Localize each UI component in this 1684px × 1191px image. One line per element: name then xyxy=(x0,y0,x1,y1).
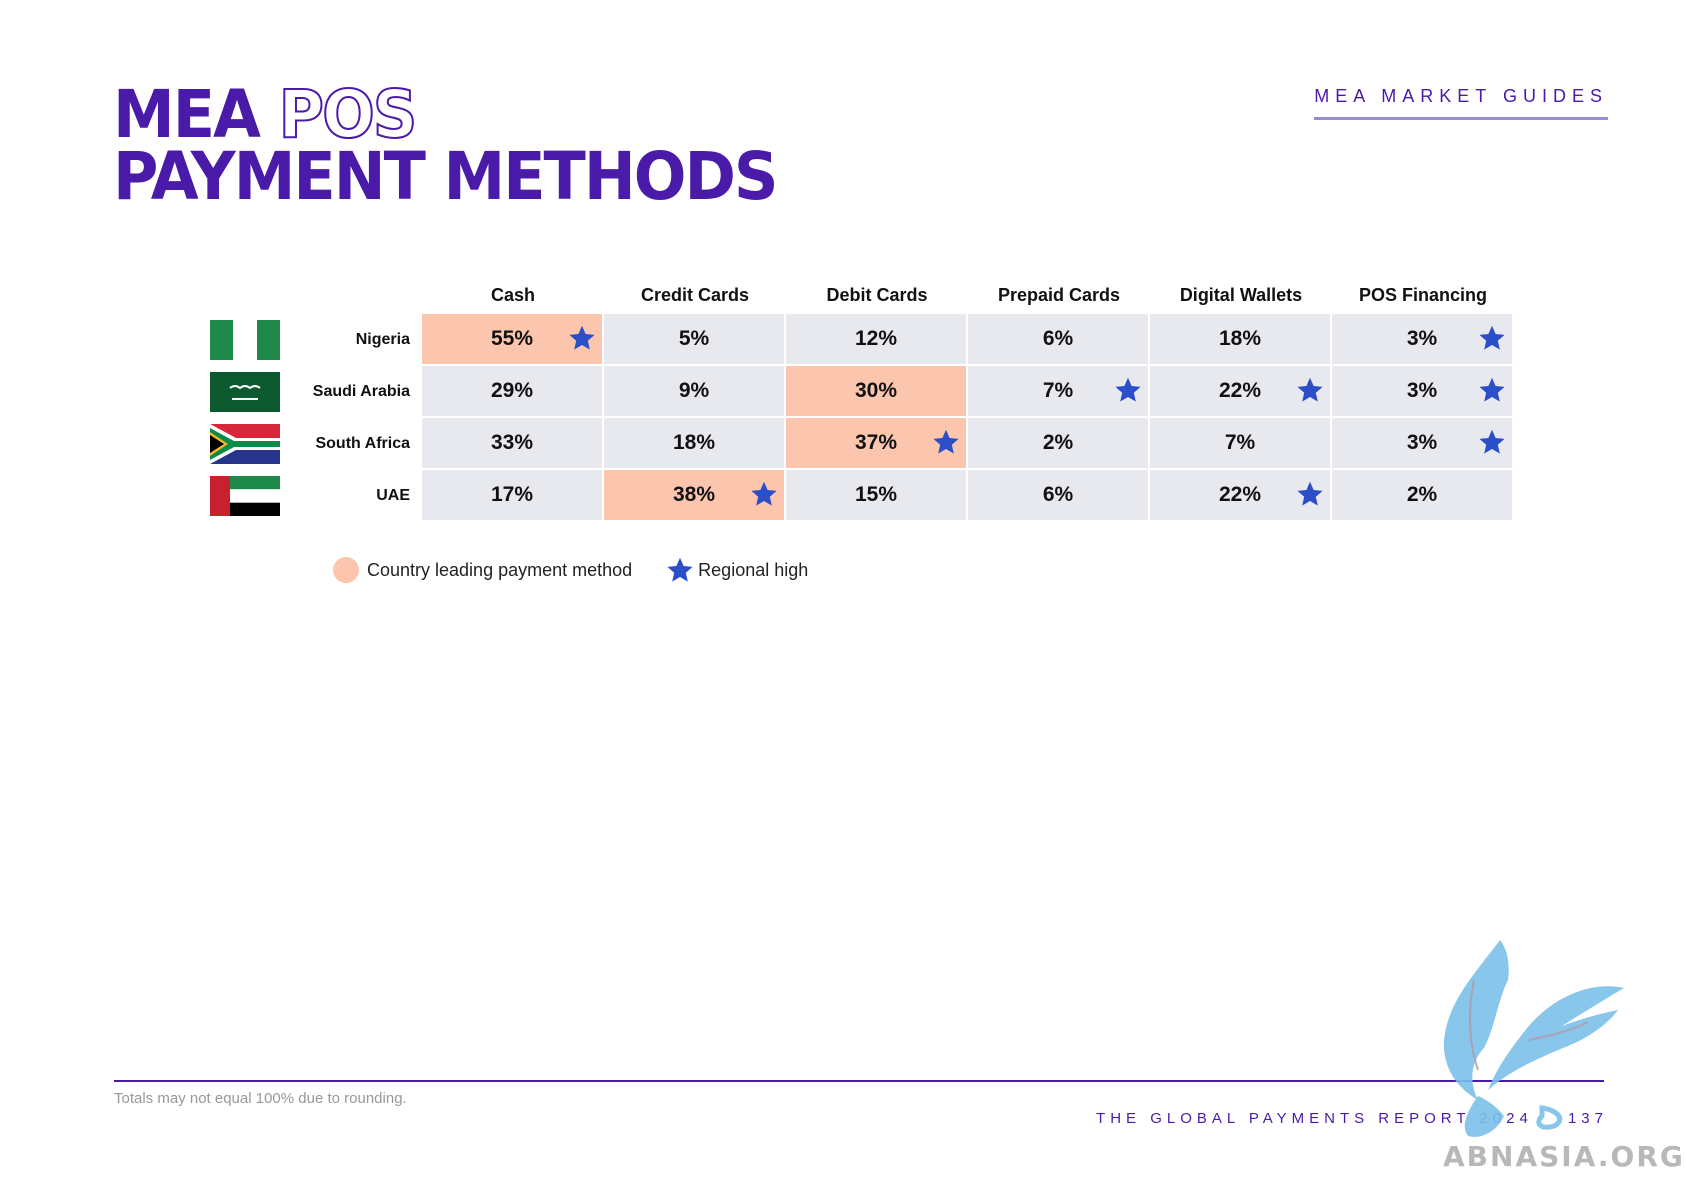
table-row: South Africa 33% 18% 37% 2% 7% 3% xyxy=(210,418,1514,470)
column-header-prepaid-cards: Prepaid Cards xyxy=(997,284,1121,305)
star-icon xyxy=(1115,377,1141,402)
star-icon xyxy=(1297,377,1323,402)
column-header-credit-cards: Credit Cards xyxy=(640,284,750,305)
table-cell: 22% xyxy=(1150,470,1330,520)
cell-value: 12% xyxy=(854,327,898,350)
table-cell: 18% xyxy=(1150,314,1330,364)
table-row: Saudi Arabia 29% 9% 30% 7% 22% 3% xyxy=(210,366,1514,418)
table-cell: 12% xyxy=(786,314,966,364)
table-body: Nigeria 55% 5% 12% 6% 18% 3% Saudi Arabia 29% 9% 3… xyxy=(210,314,1514,522)
star-icon xyxy=(569,325,595,350)
cell-value: 30% xyxy=(854,379,898,402)
table-cell: 33% xyxy=(422,418,602,468)
south-africa-flag-icon xyxy=(210,424,280,464)
page-footer: THE GLOBAL PAYMENTS REPORT 2024 137 xyxy=(1096,1110,1608,1127)
cell-value: 33% xyxy=(490,431,534,454)
title-word-mea: MEA xyxy=(113,75,261,154)
table-cell: 7% xyxy=(1150,418,1330,468)
leading-method-dot-icon xyxy=(333,557,359,583)
column-header-cash: Cash xyxy=(490,284,535,305)
cell-value: 18% xyxy=(1218,327,1262,350)
column-header-debit-cards: Debit Cards xyxy=(826,284,928,305)
payment-methods-table: Cash Credit Cards Debit Cards Prepaid Cards… xyxy=(210,276,1514,522)
cell-value: 7% xyxy=(1042,379,1074,402)
cell-value: 22% xyxy=(1218,379,1262,402)
cell-value: 6% xyxy=(1042,327,1074,350)
cell-value: 9% xyxy=(678,379,710,402)
star-icon xyxy=(1479,325,1505,350)
nigeria-flag-icon xyxy=(210,320,280,360)
title-line-payment-methods: PAYMENT METHODS xyxy=(113,137,779,216)
legend: Country leading payment method Regional … xyxy=(333,556,808,584)
table-cell: 29% xyxy=(422,366,602,416)
cell-value: 17% xyxy=(490,483,534,506)
cell-value: 37% xyxy=(854,431,898,454)
table-cell: 9% xyxy=(604,366,784,416)
table-cell: 3% xyxy=(1332,366,1512,416)
cell-value: 7% xyxy=(1224,431,1256,454)
cell-value: 3% xyxy=(1406,379,1438,402)
table-cell: 37% xyxy=(786,418,966,468)
star-icon xyxy=(933,429,959,454)
table-cell: 3% xyxy=(1332,418,1512,468)
column-header-digital-wallets: Digital Wallets xyxy=(1179,284,1303,305)
cell-value: 2% xyxy=(1042,431,1074,454)
cell-value: 15% xyxy=(854,483,898,506)
table-cell: 55% xyxy=(422,314,602,364)
legend-high-label: Regional high xyxy=(698,559,809,580)
country-label: UAE xyxy=(376,487,410,504)
column-headers: Cash Credit Cards Debit Cards Prepaid Cards… xyxy=(422,276,1514,314)
cell-value: 29% xyxy=(490,379,534,402)
cell-value: 55% xyxy=(490,327,534,350)
star-icon xyxy=(751,481,777,506)
uae-flag-icon xyxy=(210,476,280,516)
page-number: 137 xyxy=(1567,1110,1608,1127)
cell-value: 3% xyxy=(1406,327,1438,350)
table-cell: 3% xyxy=(1332,314,1512,364)
column-header-pos-financing: POS Financing xyxy=(1358,284,1487,305)
table-row: Nigeria 55% 5% 12% 6% 18% 3% xyxy=(210,314,1514,366)
table-cell: 6% xyxy=(968,314,1148,364)
table-cell: 18% xyxy=(604,418,784,468)
cell-value: 2% xyxy=(1406,483,1438,506)
cell-value: 5% xyxy=(678,327,710,350)
star-icon xyxy=(1479,377,1505,402)
table-cell: 5% xyxy=(604,314,784,364)
watermark-text: ABNASIA.ORG xyxy=(1443,1140,1684,1173)
table-cell: 38% xyxy=(604,470,784,520)
section-label: MEA MARKET GUIDES xyxy=(1314,86,1608,120)
country-label: Saudi Arabia xyxy=(312,383,410,400)
footnote: Totals may not equal 100% due to roundin… xyxy=(114,1090,407,1107)
cell-value: 38% xyxy=(672,483,716,506)
table-cell: 15% xyxy=(786,470,966,520)
star-icon xyxy=(1297,481,1323,506)
cell-value: 3% xyxy=(1406,431,1438,454)
star-icon xyxy=(1479,429,1505,454)
footer-divider xyxy=(114,1080,1604,1082)
page-title: MEA POS PAYMENT METHODS xyxy=(113,80,779,209)
cell-value: 18% xyxy=(672,431,716,454)
table-cell: 2% xyxy=(1332,470,1512,520)
table-cell: 6% xyxy=(968,470,1148,520)
legend-leading-label: Country leading payment method xyxy=(367,559,633,580)
country-label: Nigeria xyxy=(355,331,410,348)
eagle-logo-icon xyxy=(1443,940,1624,1137)
table-cell: 17% xyxy=(422,470,602,520)
table-cell: 7% xyxy=(968,366,1148,416)
cell-value: 22% xyxy=(1218,483,1262,506)
table-row: UAE 17% 38% 15% 6% 22% 2% xyxy=(210,470,1514,522)
country-label: South Africa xyxy=(315,435,410,452)
table-cell: 2% xyxy=(968,418,1148,468)
saudi-arabia-flag-icon xyxy=(210,372,280,412)
table-cell: 30% xyxy=(786,366,966,416)
star-icon xyxy=(667,557,693,582)
table-cell: 22% xyxy=(1150,366,1330,416)
report-title: THE GLOBAL PAYMENTS REPORT 2024 xyxy=(1096,1110,1533,1127)
title-word-pos: POS xyxy=(278,75,419,154)
cell-value: 6% xyxy=(1042,483,1074,506)
